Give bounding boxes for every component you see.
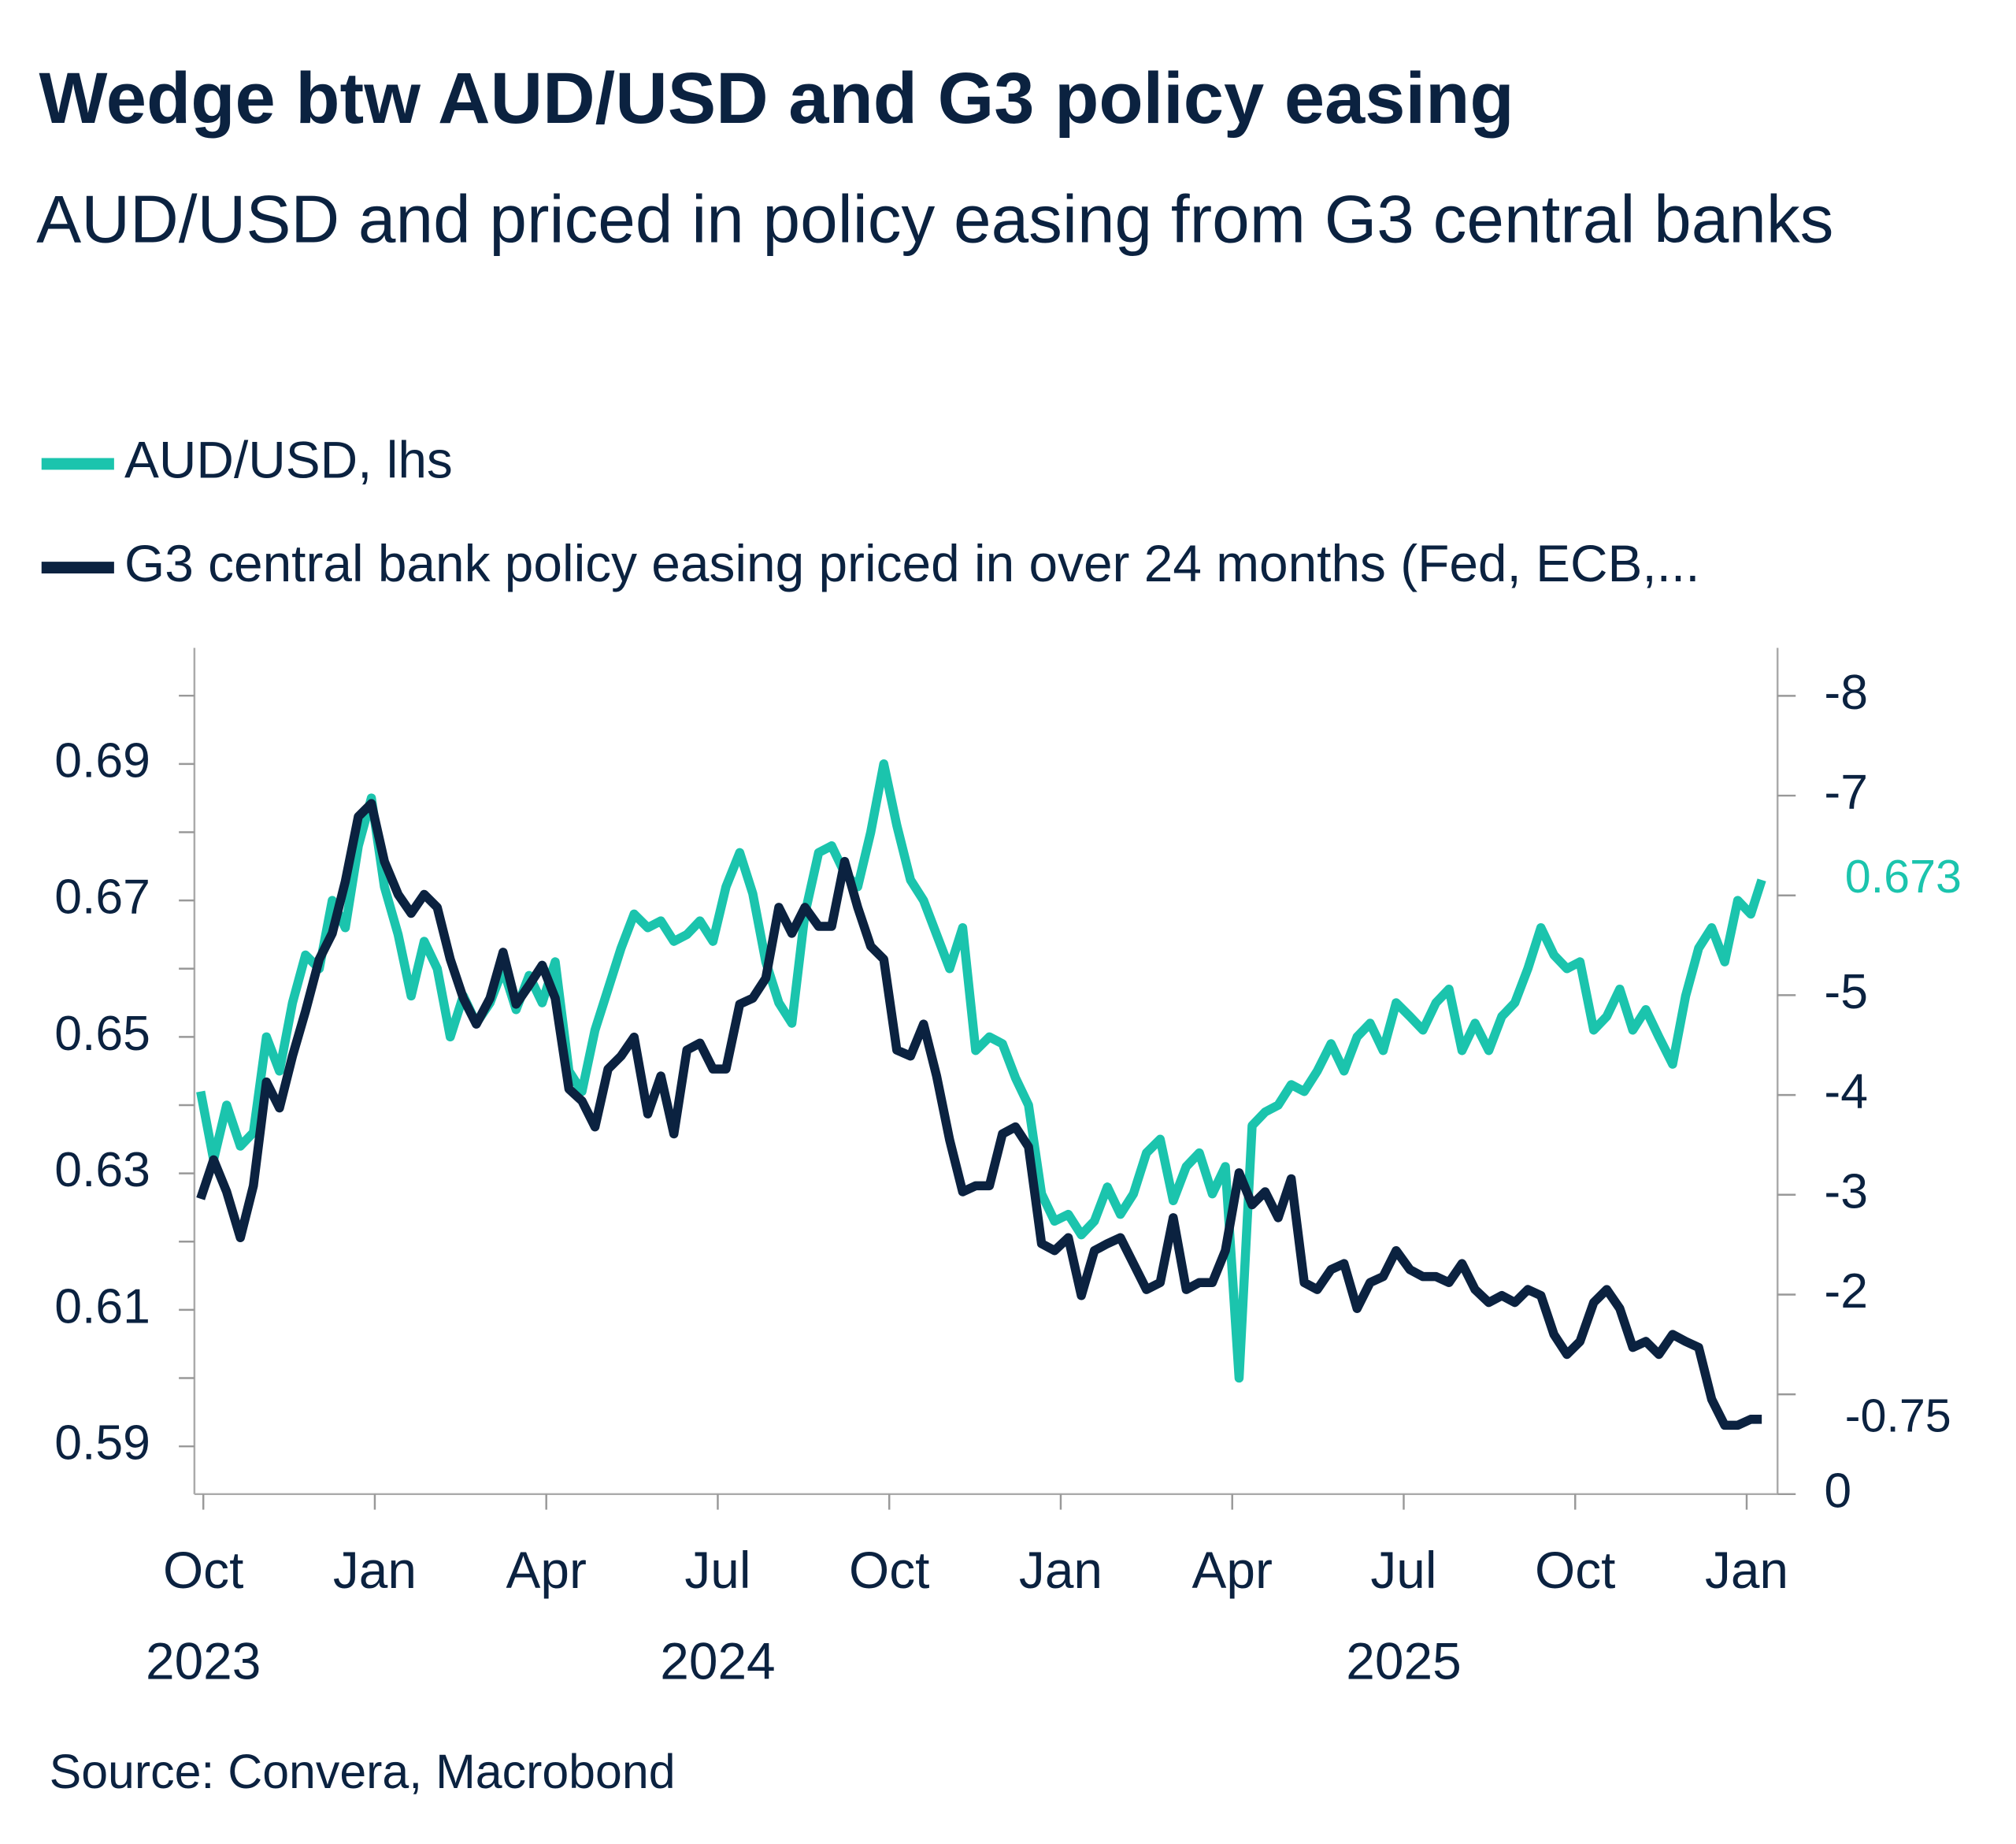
legend-label: G3 central bank policy easing priced in … bbox=[124, 534, 1699, 592]
x-tick-label: Apr bbox=[1192, 1541, 1273, 1599]
x-year-label: 2024 bbox=[660, 1631, 775, 1690]
y-tick-label: 0.59 bbox=[54, 1415, 150, 1471]
x-tick-label: Apr bbox=[506, 1541, 587, 1599]
y2-tick-label: -7 bbox=[1824, 765, 1868, 820]
x-tick-label: Jan bbox=[333, 1541, 417, 1599]
source-note: Source: Convera, Macrobond bbox=[50, 1745, 676, 1798]
x-tick-label: Oct bbox=[849, 1541, 929, 1599]
subtitle-box: AUD/USD and priced in policy easing from… bbox=[36, 182, 1834, 258]
x-tick-label: Oct bbox=[1535, 1541, 1615, 1599]
end-value-label: 0.673 bbox=[1845, 850, 1962, 903]
x-tick-label: Jul bbox=[684, 1541, 750, 1599]
y-tick-label: 0.61 bbox=[54, 1278, 150, 1334]
y2-tick-label: 0 bbox=[1824, 1463, 1851, 1518]
end-value-label: -0.75 bbox=[1845, 1389, 1951, 1441]
y2-tick-label: -8 bbox=[1824, 665, 1868, 720]
series-line bbox=[196, 799, 1762, 1430]
x-year-label: 2023 bbox=[146, 1631, 261, 1690]
y2-tick-label: -2 bbox=[1824, 1263, 1868, 1319]
chart-title: Wedge btw AUD/USD and G3 policy easing bbox=[39, 58, 1514, 139]
y2-tick-label: -3 bbox=[1824, 1163, 1868, 1219]
y2-tick-label: -4 bbox=[1824, 1064, 1868, 1119]
x-year-label: 2025 bbox=[1346, 1631, 1461, 1690]
legend-label: AUD/USD, lhs bbox=[124, 430, 453, 488]
y-tick-label: 0.63 bbox=[54, 1142, 150, 1197]
x-tick-label: Oct bbox=[163, 1541, 243, 1599]
y-tick-label: 0.67 bbox=[54, 870, 150, 925]
x-tick-label: Jan bbox=[1019, 1541, 1102, 1599]
x-tick-label: Jan bbox=[1705, 1541, 1788, 1599]
y2-tick-label: -5 bbox=[1824, 964, 1868, 1019]
y-tick-label: 0.65 bbox=[54, 1006, 150, 1061]
chart-subtitle: AUD/USD and priced in policy easing from… bbox=[36, 182, 1834, 258]
y-tick-label: 0.69 bbox=[54, 733, 150, 788]
x-tick-label: Jul bbox=[1370, 1541, 1436, 1599]
